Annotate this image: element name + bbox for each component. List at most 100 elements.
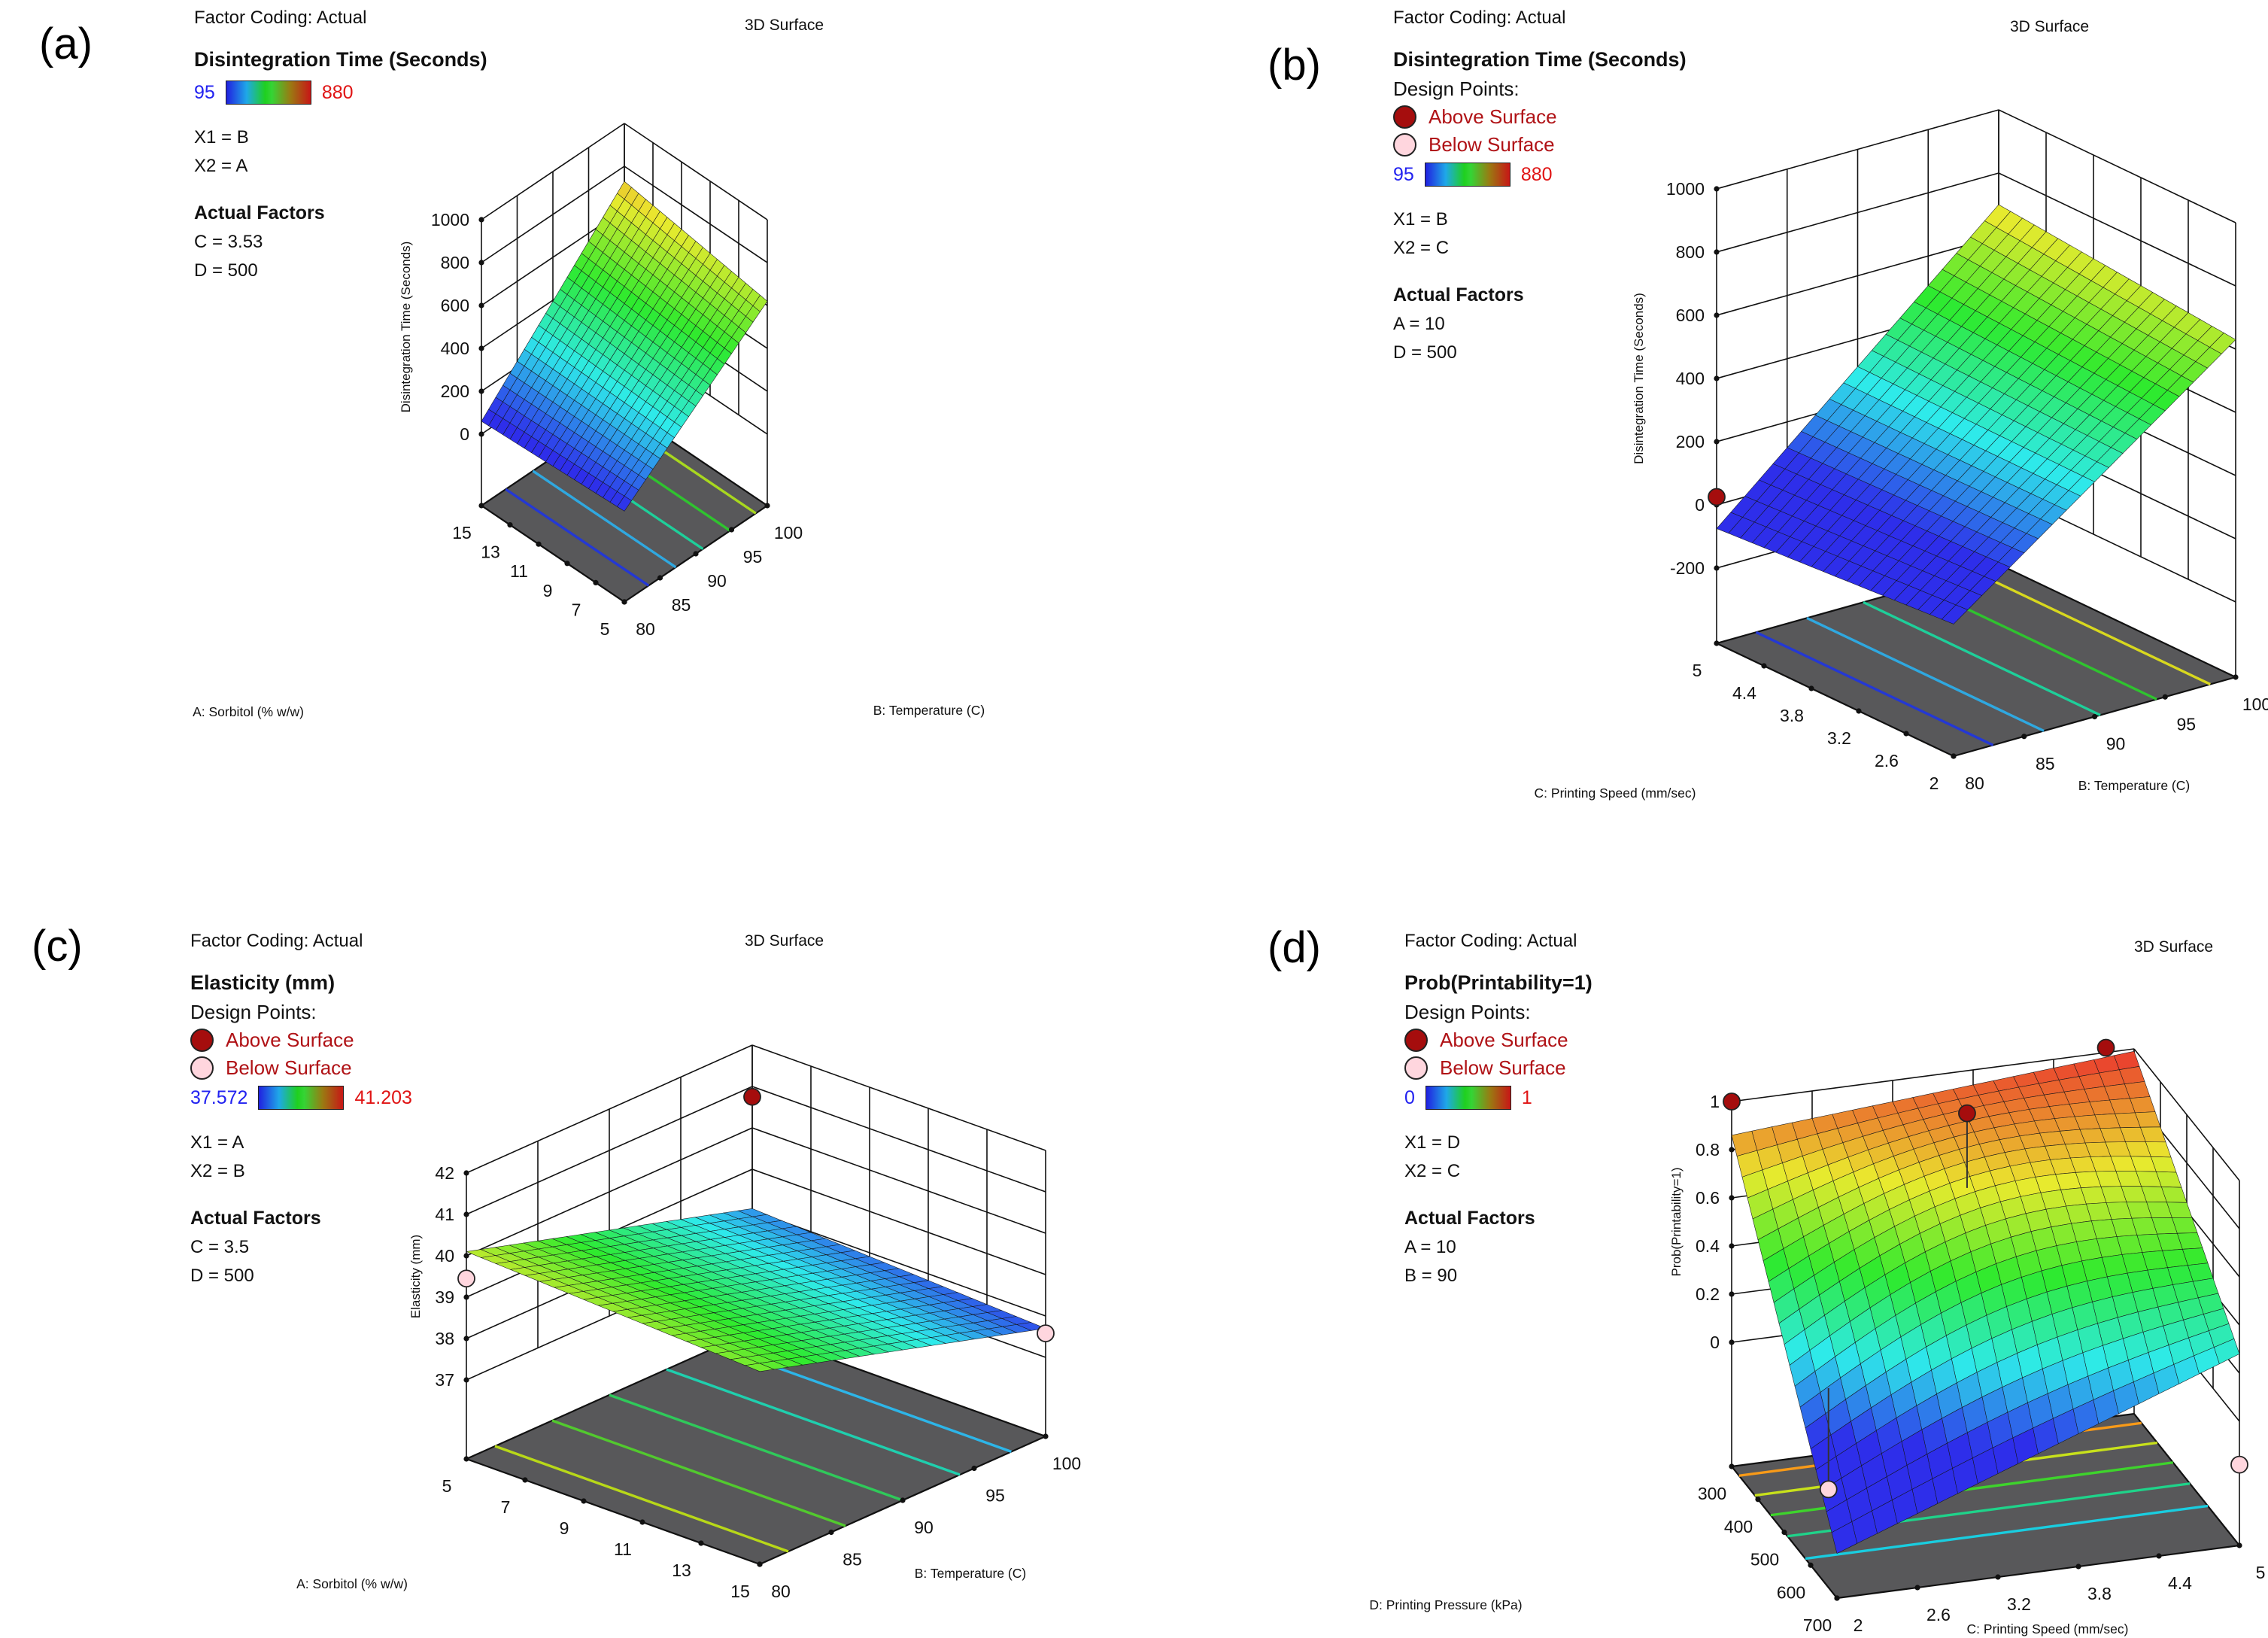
- actual-factors-heading: Actual Factors: [1404, 1208, 1535, 1229]
- svg-text:600: 600: [1676, 305, 1705, 325]
- panel-a: (a) 3D Surface Factor Coding: Actual Dis…: [0, 0, 1134, 819]
- svg-text:15: 15: [730, 1582, 750, 1601]
- svg-text:D: Printing Pressure (kPa): D: Printing Pressure (kPa): [1369, 1597, 1522, 1612]
- svg-text:200: 200: [441, 381, 469, 401]
- svg-text:95: 95: [2176, 714, 2196, 734]
- factor-coding-label: Factor Coding: Actual: [1404, 931, 1577, 951]
- panel-c: (c) 3D Surface Factor Coding: Actual Ela…: [0, 819, 1134, 1638]
- svg-text:Disintegration Time (Seconds): Disintegration Time (Seconds): [1632, 293, 1646, 464]
- svg-text:600: 600: [441, 296, 469, 315]
- svg-text:3.8: 3.8: [2087, 1584, 2112, 1603]
- svg-text:85: 85: [843, 1550, 862, 1570]
- svg-text:0: 0: [460, 424, 469, 444]
- color-scale: 37.572 41.203: [190, 1086, 657, 1110]
- plot-title: 3D Surface: [2134, 938, 2214, 956]
- svg-text:80: 80: [1965, 773, 1984, 793]
- response-title: Disintegration Time (Seconds): [1393, 48, 1687, 71]
- svg-text:5: 5: [442, 1476, 452, 1496]
- svg-text:100: 100: [1052, 1454, 1081, 1473]
- actual-factor-value: A = 10: [1404, 1237, 1456, 1257]
- svg-text:90: 90: [707, 571, 727, 591]
- actual-factors-heading: Actual Factors: [190, 1208, 321, 1229]
- scale-min-value: 0: [1404, 1086, 1415, 1108]
- legend-block: Factor Coding: Actual Disintegration Tim…: [194, 8, 660, 281]
- legend-below-surface: Below Surface: [1393, 133, 1860, 157]
- svg-text:13: 13: [672, 1561, 691, 1580]
- svg-text:3.2: 3.2: [2007, 1594, 2031, 1614]
- svg-text:41: 41: [435, 1205, 454, 1224]
- design-points-heading: Design Points:: [190, 1001, 317, 1023]
- svg-text:500: 500: [1750, 1550, 1779, 1570]
- legend-above-surface: Above Surface: [1404, 1029, 1871, 1052]
- factor-coding-label: Factor Coding: Actual: [1393, 8, 1566, 28]
- svg-text:39: 39: [435, 1287, 454, 1307]
- svg-text:200: 200: [1676, 432, 1705, 451]
- svg-text:5: 5: [2256, 1563, 2266, 1582]
- surface-plot-elasticity-vs-sorbitol-temp: 80 85 90 95 100 5 7 9 11 13 15 A: Sorbitol (% w/w) B…: [296, 1044, 1081, 1601]
- surface-plot-disintegration-vs-temp-sorbitol: 80 85 90 95 100 15 13 11 975 A: Sorbitol (% w/w) B…: [193, 123, 985, 719]
- scale-min-value: 37.572: [190, 1086, 248, 1108]
- scale-max-value: 880: [321, 81, 354, 103]
- svg-text:0.6: 0.6: [1696, 1188, 1720, 1208]
- svg-text:13: 13: [481, 542, 500, 562]
- panel-label: (c): [32, 922, 83, 971]
- svg-text:5: 5: [1693, 661, 1702, 680]
- svg-text:0: 0: [1710, 1333, 1720, 1352]
- svg-text:7: 7: [501, 1497, 511, 1517]
- x2-assignment: X2 = A: [194, 156, 248, 176]
- svg-text:A: Sorbitol (% w/w): A: Sorbitol (% w/w): [296, 1576, 408, 1591]
- factor-coding-label: Factor Coding: Actual: [190, 931, 363, 951]
- color-scale: 95 880: [1393, 163, 1860, 187]
- response-title: Prob(Printability=1): [1404, 971, 1592, 994]
- scale-max-value: 1: [1521, 1086, 1532, 1108]
- x2-assignment: X2 = B: [190, 1161, 245, 1181]
- color-scale-bar: [225, 81, 311, 105]
- svg-text:-200: -200: [1670, 558, 1705, 578]
- svg-text:800: 800: [441, 253, 469, 272]
- x1-assignment: X1 = D: [1404, 1132, 1461, 1153]
- svg-text:300: 300: [1698, 1484, 1726, 1503]
- scale-max-value: 880: [1520, 163, 1553, 185]
- color-scale-bar: [1424, 163, 1510, 187]
- svg-text:7: 7: [572, 600, 581, 619]
- actual-factor-value: C = 3.5: [190, 1237, 250, 1257]
- color-scale-bar: [1425, 1086, 1511, 1110]
- svg-text:9: 9: [543, 581, 553, 600]
- x1-assignment: X1 = B: [194, 127, 249, 147]
- legend-above-surface: Above Surface: [190, 1029, 657, 1052]
- panel-label: (d): [1268, 923, 1321, 972]
- svg-text:0: 0: [1695, 495, 1705, 515]
- legend-below-label: Below Surface: [1440, 1056, 1566, 1079]
- svg-text:600: 600: [1777, 1582, 1805, 1602]
- actual-factor-value: D = 500: [1393, 342, 1457, 363]
- actual-factor-value: A = 10: [1393, 314, 1445, 334]
- legend-below-surface: Below Surface: [190, 1056, 657, 1080]
- svg-text:800: 800: [1676, 242, 1705, 262]
- surface-plot-printability-vs-pressure-speed: 2 2.6 3.2 3.8 4.4 5 300 400 500 600 700 D: Printing…: [1369, 1038, 2266, 1636]
- x1-assignment: X1 = A: [190, 1132, 244, 1153]
- legend-above-label: Above Surface: [226, 1029, 354, 1051]
- svg-text:B: Temperature (C): B: Temperature (C): [2078, 778, 2190, 793]
- actual-factor-value: D = 500: [194, 260, 258, 281]
- svg-text:C: Printing Speed (mm/sec): C: Printing Speed (mm/sec): [1967, 1621, 2129, 1636]
- actual-factor-value: B = 90: [1404, 1266, 1458, 1286]
- actual-factor-value: C = 3.53: [194, 232, 263, 252]
- svg-text:0.2: 0.2: [1696, 1284, 1720, 1304]
- legend-block: Factor Coding: Actual Elasticity (mm) De…: [190, 931, 657, 1287]
- legend-below-surface: Below Surface: [1404, 1056, 1871, 1080]
- svg-text:11: 11: [614, 1539, 632, 1559]
- svg-text:2: 2: [1929, 773, 1939, 793]
- above-surface-point-icon: [1404, 1029, 1428, 1052]
- below-surface-point-icon: [1404, 1056, 1428, 1080]
- svg-text:0.8: 0.8: [1696, 1140, 1720, 1159]
- svg-text:400: 400: [1724, 1517, 1753, 1536]
- svg-text:90: 90: [914, 1518, 934, 1537]
- svg-text:A: Sorbitol (% w/w): A: Sorbitol (% w/w): [193, 704, 304, 719]
- svg-text:2.6: 2.6: [1875, 751, 1899, 770]
- legend-below-label: Below Surface: [226, 1056, 352, 1079]
- svg-text:1: 1: [1710, 1092, 1720, 1111]
- response-title: Disintegration Time (Seconds): [194, 48, 487, 71]
- svg-text:95: 95: [985, 1486, 1005, 1506]
- panel-label: (a): [39, 20, 93, 68]
